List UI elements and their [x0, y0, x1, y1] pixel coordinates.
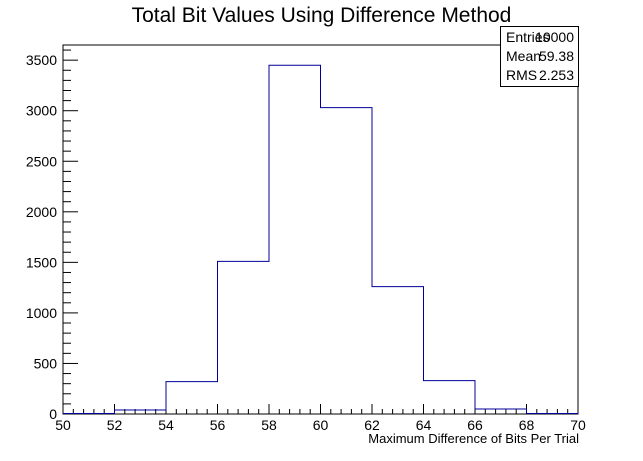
x-tick-label: 60 — [313, 417, 329, 433]
y-tick-labels: 0 500 1000 1500 2000 2500 3000 3500 — [26, 52, 57, 422]
histogram-line — [62, 64, 579, 414]
x-tick-label: 70 — [570, 417, 586, 433]
stats-key-entries: Entries — [506, 29, 550, 45]
y-tick-label: 2000 — [26, 204, 57, 220]
x-tick-label: 64 — [416, 417, 432, 433]
stats-row-rms: RMS 2.253 — [506, 67, 574, 85]
x-tick-labels: 50 52 54 56 58 60 62 64 66 68 70 — [55, 417, 586, 433]
stats-value-entries: 10000 — [535, 29, 574, 45]
stats-key-rms: RMS — [506, 67, 538, 83]
y-tick-label: 0 — [49, 406, 57, 422]
y-tick-label: 500 — [34, 355, 58, 371]
x-tick-label: 50 — [55, 417, 71, 433]
stats-box: Entries 10000 Mean 59.38 RMS 2.253 — [500, 26, 579, 87]
y-tick-label: 1500 — [26, 254, 57, 270]
x-tick-label: 68 — [519, 417, 535, 433]
chart-title: Total Bit Values Using Difference Method — [131, 4, 512, 27]
y-tick-label: 2500 — [26, 153, 57, 169]
y-tick-label: 3500 — [26, 52, 57, 68]
x-tick-label: 52 — [107, 417, 123, 433]
stats-value-mean: 59.38 — [538, 48, 574, 64]
stats-row-entries: Entries 10000 — [506, 29, 574, 47]
x-tick-label: 54 — [158, 417, 174, 433]
x-tick-label: 56 — [210, 417, 226, 433]
y-tick-label: 3000 — [26, 103, 57, 119]
stats-row-mean: Mean 59.38 — [506, 48, 574, 66]
x-tick-label: 62 — [364, 417, 380, 433]
x-tick-label: 66 — [467, 417, 483, 433]
y-tick-label: 1000 — [26, 305, 57, 321]
stats-value-rms: 2.253 — [538, 67, 574, 83]
x-axis-label: Maximum Difference of Bits Per Trial — [368, 431, 579, 446]
stats-key-mean: Mean — [506, 48, 542, 64]
x-tick-label: 58 — [261, 417, 277, 433]
